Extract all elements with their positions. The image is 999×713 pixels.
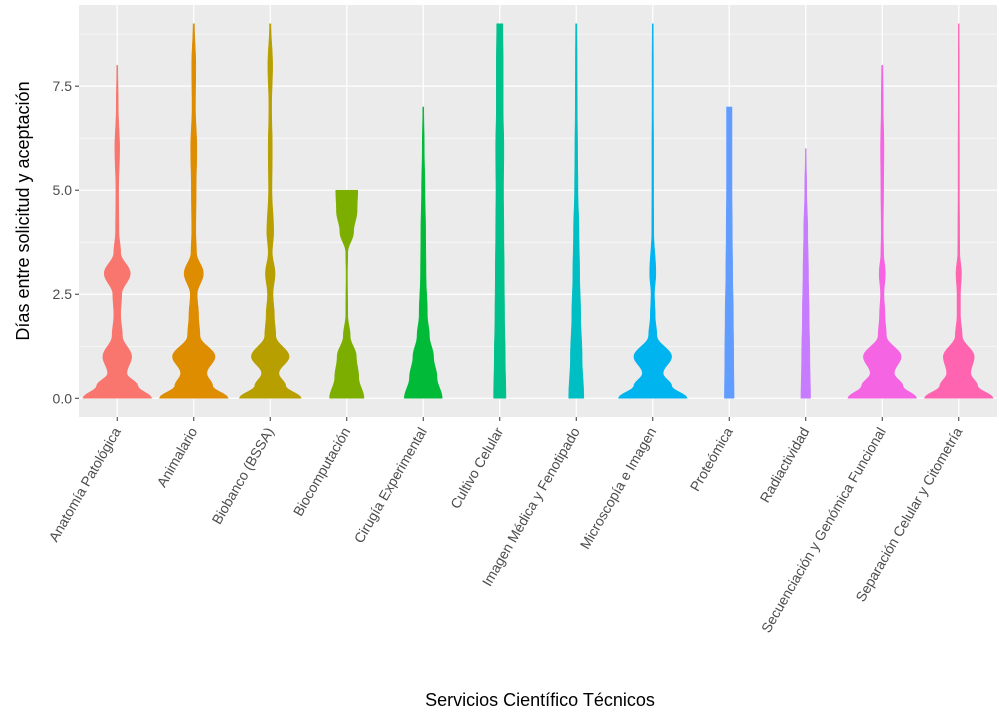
x-tick-label: Anatomía Patológica (45, 424, 124, 544)
y-tick-label: 0.0 (53, 390, 73, 406)
x-tick-label: Proteómica (687, 424, 736, 494)
violin-anatom-a-patol-gica (82, 65, 153, 399)
x-tick-label: Cultivo Celular (447, 424, 507, 511)
violin-biocomputaci-n (329, 189, 365, 399)
x-axis-title: Servicios Científico Técnicos (425, 690, 655, 710)
y-axis-title: Días entre solicitud y aceptación (13, 81, 33, 340)
violin-secuenciaci-n-y-gen-mica-funcional (847, 65, 918, 399)
y-axis: 0.0 2.5 5.0 7.5 (53, 78, 79, 406)
x-tick-label: Microscopía e Imagen (577, 425, 660, 552)
violin-radiactividad (800, 148, 811, 399)
plot-panel (79, 5, 997, 417)
violin-biobanco-bssa- (238, 23, 302, 399)
violin-cirug-a-experimental (404, 106, 443, 399)
violin-imagen-m-dica-y-fenotipado (568, 23, 585, 399)
x-axis: Anatomía Patológica Animalario Biobanco (B… (45, 417, 965, 635)
y-tick-label: 2.5 (53, 286, 73, 302)
x-tick-label: Cirugía Experimental (351, 425, 430, 546)
y-tick-label: 7.5 (53, 78, 73, 94)
x-tick-label: Biobanco (BSSA) (209, 425, 277, 527)
violin-microscop-a-e-imagen (617, 23, 688, 399)
violin-cultivo-celular (493, 23, 507, 399)
x-tick-label: Secuenciación y Genómica Funcional (758, 425, 889, 636)
violin-prote-mica (724, 106, 735, 399)
x-tick-label: Animalario (153, 424, 200, 489)
violin-animalario (158, 23, 229, 399)
violin-separaci-n-celular-y-citometr-a (923, 23, 994, 399)
x-tick-label: Radiactividad (756, 425, 812, 506)
violin-series (82, 23, 994, 399)
x-tick-label: Biocomputación (290, 425, 354, 519)
y-tick-label: 5.0 (53, 182, 73, 198)
minor-gridlines (79, 33, 997, 347)
